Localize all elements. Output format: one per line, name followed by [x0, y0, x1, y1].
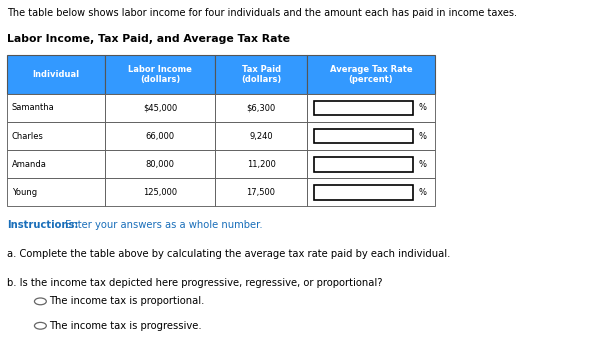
Text: Tax Paid
(dollars): Tax Paid (dollars) — [241, 65, 281, 84]
Text: Individual: Individual — [33, 70, 80, 79]
Text: Labor Income, Tax Paid, and Average Tax Rate: Labor Income, Tax Paid, and Average Tax … — [7, 34, 290, 44]
Text: 9,240: 9,240 — [249, 132, 273, 141]
Text: Enter your answers as a whole number.: Enter your answers as a whole number. — [62, 220, 263, 230]
Text: Samantha: Samantha — [12, 103, 55, 113]
Text: Labor Income
(dollars): Labor Income (dollars) — [128, 65, 192, 84]
Text: The income tax is progressive.: The income tax is progressive. — [49, 321, 202, 331]
Text: Young: Young — [12, 188, 37, 197]
Text: %: % — [418, 188, 426, 197]
Text: b. Is the income tax depicted here progressive, regressive, or proportional?: b. Is the income tax depicted here progr… — [7, 278, 383, 287]
Text: Charles: Charles — [12, 132, 44, 141]
Text: 125,000: 125,000 — [143, 188, 177, 197]
Text: The table below shows labor income for four individuals and the amount each has : The table below shows labor income for f… — [7, 8, 517, 18]
Text: a. Complete the table above by calculating the average tax rate paid by each ind: a. Complete the table above by calculati… — [7, 249, 450, 259]
Text: %: % — [418, 103, 426, 113]
Text: $6,300: $6,300 — [247, 103, 276, 113]
Text: 66,000: 66,000 — [146, 132, 175, 141]
Text: The income tax is proportional.: The income tax is proportional. — [49, 296, 205, 306]
Text: %: % — [418, 132, 426, 141]
Text: $45,000: $45,000 — [143, 103, 177, 113]
Text: Average Tax Rate
(percent): Average Tax Rate (percent) — [330, 65, 412, 84]
Text: 11,200: 11,200 — [247, 160, 276, 169]
Text: Instructions:: Instructions: — [7, 220, 78, 230]
Text: 17,500: 17,500 — [247, 188, 276, 197]
Text: %: % — [418, 160, 426, 169]
Text: Amanda: Amanda — [12, 160, 47, 169]
Text: 80,000: 80,000 — [146, 160, 175, 169]
